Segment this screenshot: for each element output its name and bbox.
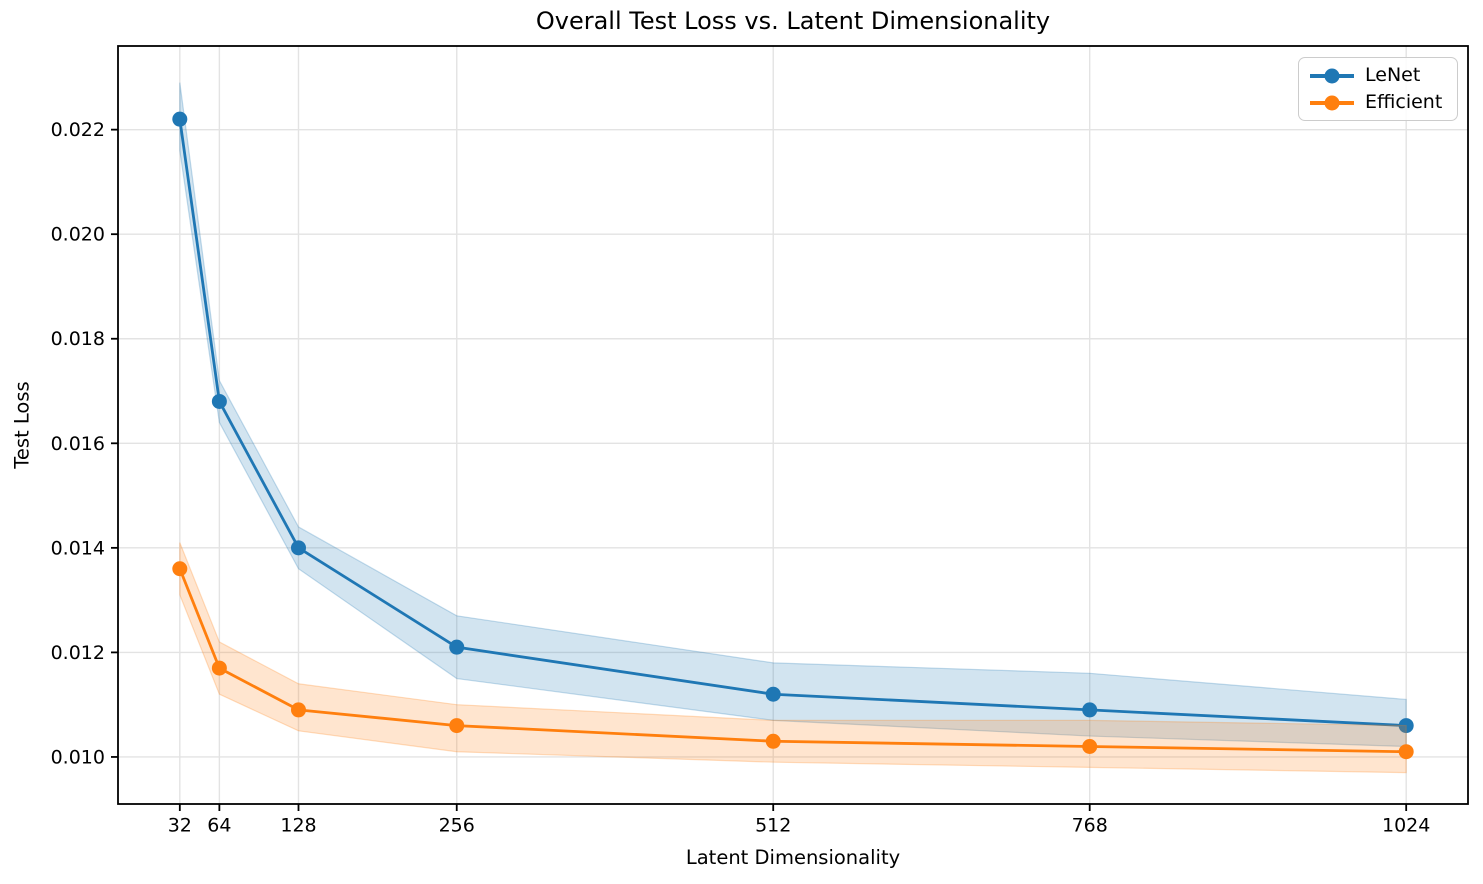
axes-spines <box>117 45 1469 805</box>
lenet-point <box>1398 718 1414 734</box>
lenet-point <box>172 111 188 127</box>
lenet-confidence-band <box>179 82 1407 748</box>
legend: LeNet Efficient <box>1298 57 1458 121</box>
efficient-point <box>1398 744 1414 760</box>
lenet-point <box>449 639 465 655</box>
efficient-line-swatch-icon <box>1310 95 1354 111</box>
chart-title: Overall Test Loss vs. Latent Dimensional… <box>535 7 1051 35</box>
gridlines <box>118 46 1468 804</box>
y-tick-label: 0.022 <box>51 119 105 141</box>
x-tick-label: 1024 <box>1382 815 1430 837</box>
x-tick-label: 32 <box>168 815 192 837</box>
y-tick-label: 0.016 <box>51 433 105 455</box>
efficient-point <box>172 561 188 577</box>
y-tick-label: 0.010 <box>51 746 105 768</box>
efficient-point <box>211 660 227 676</box>
efficient-point <box>1082 738 1098 754</box>
lenet-point <box>765 686 781 702</box>
legend-label-lenet: LeNet <box>1365 64 1421 86</box>
lenet-point <box>290 540 306 556</box>
efficient-markers <box>172 561 1414 760</box>
legend-item-lenet: LeNet <box>1310 66 1446 85</box>
y-tick-label: 0.014 <box>51 537 105 559</box>
efficient-point <box>765 733 781 749</box>
lenet-markers <box>172 111 1414 734</box>
legend-label-efficient: Efficient <box>1365 91 1443 113</box>
efficient-confidence-band <box>179 542 1407 774</box>
y-tick-label: 0.012 <box>51 642 105 664</box>
x-tick-label: 128 <box>280 815 316 837</box>
lenet-line-swatch-icon <box>1310 68 1354 84</box>
x-tick-label: 768 <box>1072 815 1108 837</box>
y-axis-label: Test Loss <box>10 381 34 469</box>
y-tick-label: 0.018 <box>51 328 105 350</box>
x-axis-ticks: 32 64 128 256 512 768 1024 <box>168 804 1430 837</box>
legend-item-efficient: Efficient <box>1310 93 1446 112</box>
lenet-point <box>211 393 227 409</box>
lenet-line <box>178 117 1408 727</box>
x-tick-label: 64 <box>207 815 231 837</box>
lenet-point <box>1082 702 1098 718</box>
efficient-point <box>290 702 306 718</box>
x-tick-label: 256 <box>439 815 475 837</box>
y-tick-label: 0.020 <box>51 224 105 246</box>
efficient-point <box>449 718 465 734</box>
y-axis-ticks: 0.010 0.012 0.014 0.016 0.018 0.020 0.022 <box>51 119 118 768</box>
x-axis-label: Latent Dimensionality <box>685 846 901 869</box>
x-tick-label: 512 <box>755 815 791 837</box>
